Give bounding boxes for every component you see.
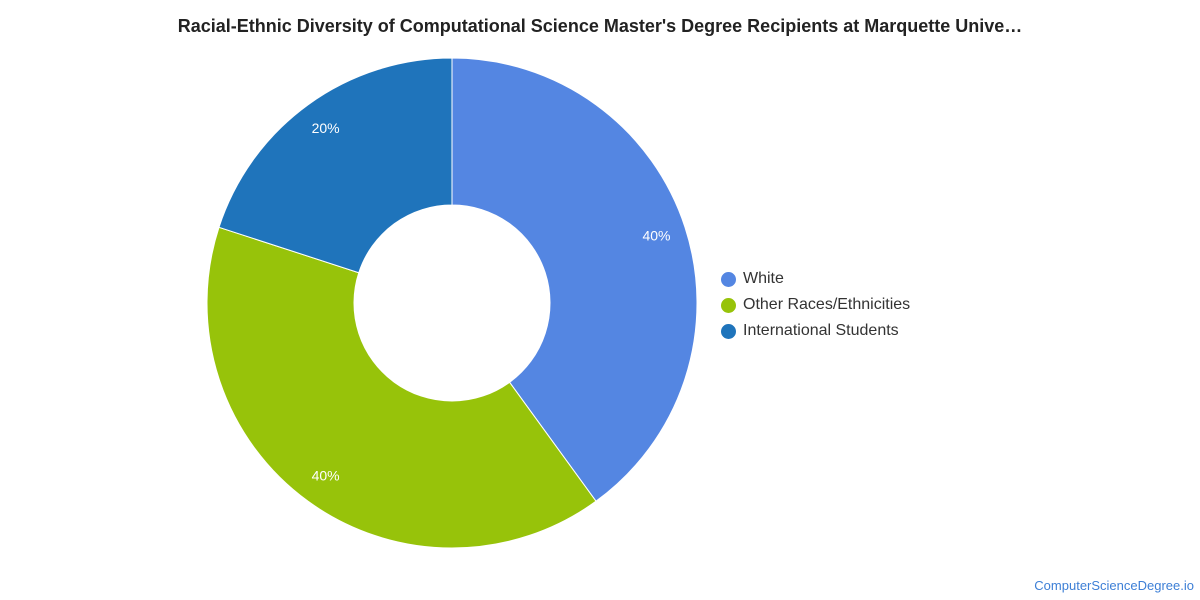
legend-item[interactable]: International Students xyxy=(721,318,910,344)
legend-marker-icon xyxy=(721,297,736,313)
legend-marker-icon xyxy=(721,323,736,339)
chart-title: Racial-Ethnic Diversity of Computational… xyxy=(177,16,1023,36)
legend-label: International Students xyxy=(743,322,899,339)
slice-white[interactable] xyxy=(451,57,698,502)
donut-slices xyxy=(206,57,698,549)
slice-other-races-ethnicities[interactable] xyxy=(206,226,597,549)
slice-international-students[interactable] xyxy=(218,57,453,274)
legend-marker-icon xyxy=(721,271,736,287)
slice-label: 40% xyxy=(312,468,340,484)
legend-label: Other Races/Ethnicities xyxy=(743,296,911,313)
legend-label: White xyxy=(743,270,784,287)
legend-item[interactable]: White xyxy=(721,266,910,292)
slice-label: 40% xyxy=(642,227,670,243)
slice-label: 20% xyxy=(312,120,340,136)
slice-labels: 40% 40% 20% xyxy=(312,120,671,484)
source-link[interactable]: ComputerScienceDegree.io xyxy=(1034,578,1194,593)
legend-item[interactable]: Other Races/Ethnicities xyxy=(721,292,910,318)
chart-legend: White Other Races/Ethnicities Internationa… xyxy=(721,266,910,344)
